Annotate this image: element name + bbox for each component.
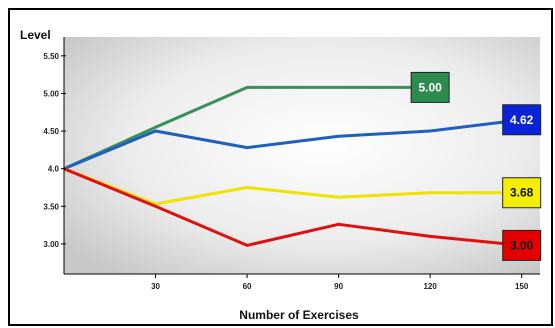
x-axis-title: Number of Exercises <box>239 308 359 322</box>
x-tick-label: 90 <box>334 282 343 291</box>
series-lines <box>63 85 522 247</box>
end-label-box <box>502 104 542 136</box>
x-tick-label: 60 <box>243 282 252 291</box>
y-tick-label: 5.00 <box>43 89 59 98</box>
series-line <box>63 167 522 206</box>
end-label-box <box>502 177 542 209</box>
series-line <box>63 118 522 171</box>
end-value-label: 5.00 <box>418 80 442 94</box>
y-tick-label: 3.00 <box>43 240 59 249</box>
y-axis-title: Level <box>20 28 51 42</box>
y-ticks: 5.50 5.00 4.50 4.0 3.50 3.00 <box>43 52 66 249</box>
line-chart: 5.50 5.00 4.50 4.0 3.50 3.00 30 60 90 120 150 5.0… <box>20 28 542 322</box>
end-label-box <box>410 71 450 103</box>
end-value-label: 3.00 <box>510 238 534 252</box>
chart-frame: 5.50 5.00 4.50 4.0 3.50 3.00 30 60 90 120 150 5.0… <box>8 8 553 326</box>
y-tick-label: 4.0 <box>48 165 60 174</box>
x-tick-label: 30 <box>151 282 160 291</box>
end-label-box <box>502 229 542 261</box>
series-line <box>63 85 431 171</box>
end-labels: 5.00 4.62 3.68 3.00 <box>410 71 542 261</box>
x-ticks: 30 60 90 120 150 <box>151 274 529 291</box>
y-tick-label: 3.50 <box>43 202 59 211</box>
x-tick-label: 150 <box>515 282 529 291</box>
y-tick-label: 5.50 <box>43 52 59 61</box>
x-tick-label: 120 <box>423 282 437 291</box>
end-value-label: 4.62 <box>510 113 534 127</box>
plot-background <box>64 37 540 274</box>
series-line <box>63 167 522 247</box>
end-value-label: 3.68 <box>510 186 534 200</box>
y-tick-label: 4.50 <box>43 127 59 136</box>
